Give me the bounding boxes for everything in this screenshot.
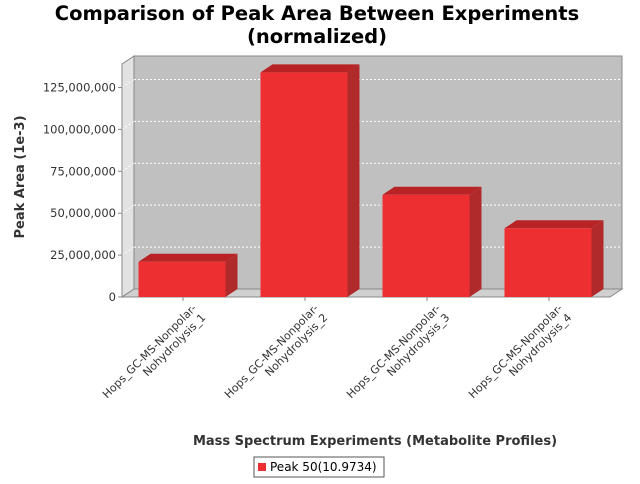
x-tick-label: Hops_GC-MS-Nonpolar-Nohydrolysis_3 [344, 302, 452, 410]
legend-swatch [258, 463, 266, 471]
bar-side [225, 253, 238, 297]
y-tick-label: 50,000,000 [50, 206, 116, 220]
bar-top [138, 253, 238, 262]
bar [260, 64, 360, 298]
gridline-side [121, 120, 135, 130]
bar [138, 253, 238, 297]
x-axis-label: Mass Spectrum Experiments (Metabolite Pr… [193, 434, 557, 449]
y-tick-label: 75,000,000 [50, 164, 116, 178]
y-axis: 0 25,000,000 50,000,000 75,000,000 100,000,0… [43, 64, 123, 304]
x-axis: Hops_GC-MS-Nonpolar-Nohydrolysis_1 Hops_G… [100, 297, 574, 410]
gridline-side [121, 162, 135, 172]
chart-title-line-1: Comparison of Peak Area Between Experime… [55, 2, 579, 25]
bars [138, 64, 604, 298]
chart-title-line-2: (normalized) [247, 25, 387, 48]
bar-front [138, 261, 226, 297]
y-tick-label: 100,000,000 [43, 122, 116, 136]
y-tick-label: 25,000,000 [50, 248, 116, 262]
gridlines [121, 78, 622, 256]
legend-box [253, 456, 385, 478]
legend-label: Peak 50(10.9734) [270, 460, 377, 474]
x-tick-label: Hops_GC-MS-Nonpolar-Nohydrolysis_1 [100, 302, 208, 410]
bar-side [347, 64, 360, 298]
bar-side [469, 186, 482, 297]
bar-top [504, 220, 604, 229]
gridline-side [121, 79, 135, 88]
y-axis-label: Peak Area (1e-3) [13, 115, 28, 238]
bar-front [260, 72, 348, 298]
gridline-side [121, 204, 135, 214]
bar [382, 186, 482, 297]
legend: Peak 50(10.9734) [253, 456, 385, 478]
x-tick-label: Hops_GC-MS-Nonpolar-Nohydrolysis_4 [466, 302, 574, 410]
bar-front [504, 228, 592, 297]
bar-side [591, 220, 604, 297]
bar [504, 220, 604, 297]
x-tick-label: Hops_GC-MS-Nonpolar-Nohydrolysis_2 [222, 302, 330, 410]
gridline-side [121, 246, 135, 256]
bar-front [382, 194, 470, 297]
y-tick-label: 0 [109, 290, 116, 304]
bar-top [260, 64, 360, 73]
bar-top [382, 186, 482, 195]
plot-left-wall [121, 55, 135, 298]
y-tick-label: 125,000,000 [43, 80, 116, 94]
